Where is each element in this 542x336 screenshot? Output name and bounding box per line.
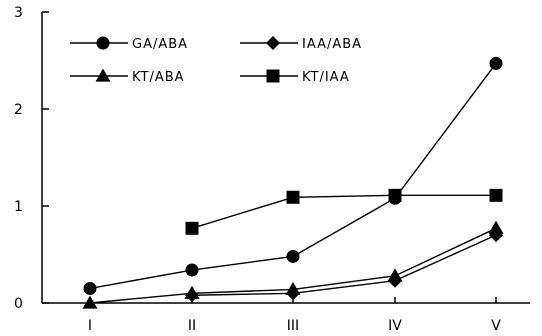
y-tick-label: 3 [14,5,23,21]
series-layer [82,56,504,309]
series-ga-aba [83,56,503,295]
y-tick-label: 0 [14,296,23,312]
x-tick-label: III [287,318,299,334]
x-tick-label: I [88,318,92,334]
data-point [83,281,97,295]
x-tick-label: V [491,318,501,334]
x-axis-ticks: I II III IV V [88,297,501,334]
series-line [191,194,496,229]
data-point [184,285,200,299]
chart-axes [41,12,530,304]
legend-marker-icon [96,36,110,50]
legend-item: KT/ABA [70,68,185,85]
x-tick-label: II [188,318,196,334]
legend-label: KT/IAA [302,70,350,85]
data-point [185,221,199,235]
data-point [286,190,300,204]
legend-item: KT/IAA [240,69,350,85]
y-tick-label: 2 [14,102,23,118]
legend-item: IAA/ABA [240,36,362,52]
data-point [387,268,403,282]
data-point [489,188,503,202]
legend-marker-icon [95,68,111,82]
data-point [488,220,504,234]
data-point [489,56,503,70]
legend-marker-icon [266,69,280,83]
legend-label: IAA/ABA [302,37,362,52]
series-kt-aba [82,220,504,309]
y-tick-label: 1 [14,199,23,215]
data-point [185,263,199,277]
legend-label: GA/ABA [132,37,188,52]
legend-item: GA/ABA [70,36,188,52]
data-point [286,249,300,263]
series-line [191,234,497,296]
data-point [82,295,98,309]
legend-label: KT/ABA [132,70,185,85]
data-point [285,281,301,296]
series-kt-iaa [185,188,503,235]
data-point [388,188,402,202]
legend: GA/ABA IAA/ABA KT/ABA KT/IAA [70,36,362,85]
legend-marker-icon [266,36,280,50]
x-tick-label: IV [388,318,402,334]
y-axis-ticks: 0 1 2 3 [14,5,49,312]
